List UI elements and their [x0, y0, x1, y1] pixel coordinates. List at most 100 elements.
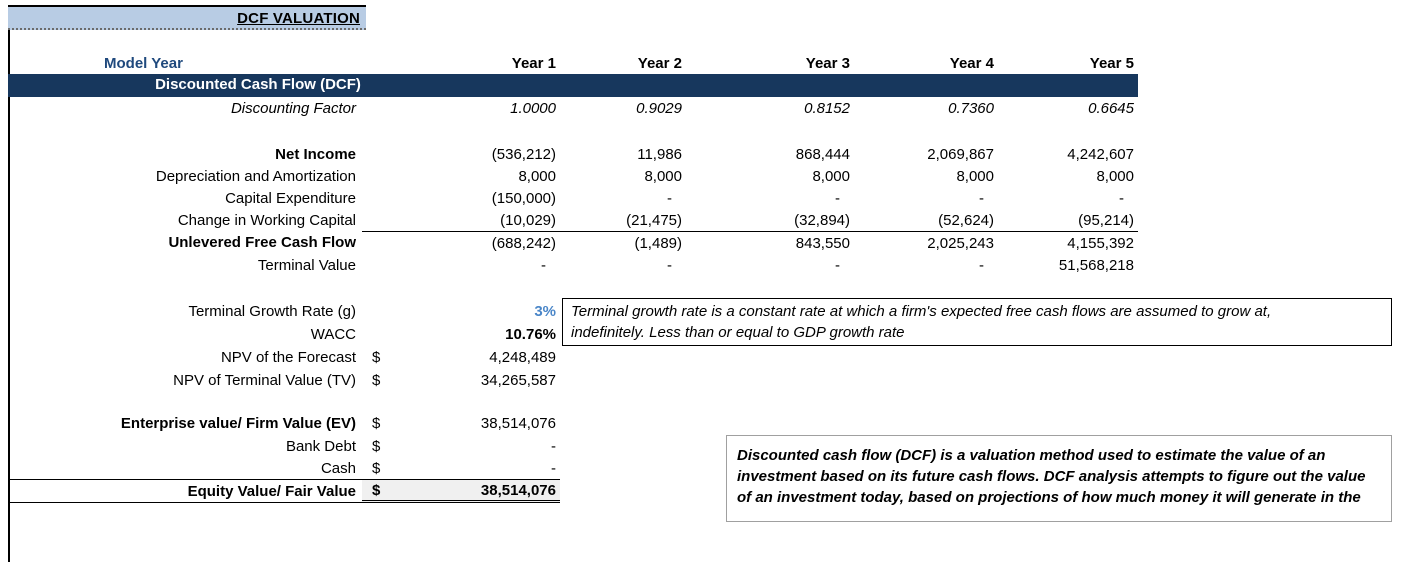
valuation-summary: Terminal Growth Rate (g) 3% WACC 10.76% … [8, 300, 560, 503]
cell-terminal-value-y4[interactable]: - [979, 257, 984, 274]
row-label-terminal-value: Terminal Value [257, 257, 356, 274]
row-label-bank-debt: Bank Debt [285, 437, 356, 455]
cell-net-income-y2[interactable]: 11,986 [637, 145, 682, 163]
cell-net-income-y1[interactable]: (536,212) [491, 145, 556, 163]
cell-npv-forecast[interactable]: 4,248,489 [489, 349, 556, 366]
cell-discounting-factor-y4[interactable]: 0.7360 [948, 99, 994, 117]
cell-working-capital-y4[interactable]: (52,624) [938, 211, 994, 229]
table-row-depreciation: Depreciation and Amortization 8,000 8,00… [8, 165, 1138, 187]
cell-discounting-factor-y5[interactable]: 0.6645 [1088, 99, 1134, 117]
table-row-net-income: Net Income (536,212) 11,986 868,444 2,06… [8, 143, 1138, 165]
dcf-note-line3: of an investment today, based on project… [737, 489, 1361, 506]
table-row-capex: Capital Expenditure (150,000) - - - - [8, 187, 1138, 209]
currency-npv-terminal: $ [372, 372, 381, 389]
summary-row-wacc: WACC 10.76% [8, 323, 560, 346]
summary-row-equity-value: Equity Value/ Fair Value $ 38,514,076 [8, 479, 560, 503]
cell-working-capital-y2[interactable]: (21,475) [626, 211, 682, 229]
cell-bank-debt[interactable]: - [551, 437, 556, 455]
dcf-note-line1: Discounted cash flow (DCF) is a valuatio… [737, 447, 1326, 464]
currency-enterprise-value: $ [372, 415, 381, 432]
cell-terminal-value-y1[interactable]: - [541, 257, 546, 274]
row-label-wacc: WACC [310, 326, 356, 343]
cell-depreciation-y3[interactable]: 8,000 [812, 167, 850, 185]
cell-depreciation-y1[interactable]: 8,000 [518, 167, 556, 185]
row-label-discounting-factor: Discounting Factor [230, 99, 356, 117]
cell-depreciation-y5[interactable]: 8,000 [1096, 167, 1134, 185]
cell-capex-y5[interactable]: - [1119, 189, 1124, 207]
row-label-net-income: Net Income [275, 145, 356, 163]
cell-discounting-factor-y2[interactable]: 0.9029 [636, 99, 682, 117]
cell-capex-y4[interactable]: - [979, 189, 984, 207]
year-header-row: Model Year Year 1 Year 2 Year 3 Year 4 Y… [8, 52, 1138, 74]
table-row-terminal-value: Terminal Value - - - - 51,568,218 [8, 254, 1138, 277]
row-label-equity-value: Equity Value/ Fair Value [8, 479, 362, 503]
column-header-year3: Year 3 [805, 54, 850, 72]
cell-ufcf-y1[interactable]: (688,242) [362, 231, 560, 254]
terminal-growth-note-box[interactable]: Terminal growth rate is a constant rate … [562, 298, 1392, 346]
row-label-capex: Capital Expenditure [225, 189, 356, 207]
column-header-year2: Year 2 [637, 54, 682, 72]
cell-capex-y2[interactable]: - [667, 189, 672, 207]
cell-depreciation-y2[interactable]: 8,000 [644, 167, 682, 185]
terminal-growth-note-line1: Terminal growth rate is a constant rate … [571, 303, 1272, 320]
cell-equity-value[interactable]: 38,514,076 [392, 479, 560, 503]
sheet-title: DCF VALUATION [237, 10, 360, 27]
currency-npv-forecast: $ [372, 349, 381, 366]
row-label-depreciation: Depreciation and Amortization [155, 167, 356, 185]
dcf-note-line2: investment based on its future cash flow… [737, 468, 1366, 485]
row-label-npv-terminal: NPV of Terminal Value (TV) [173, 372, 356, 389]
spacer-row [8, 119, 1138, 143]
terminal-growth-note-line2: indefinitely. Less than or equal to GDP … [571, 324, 905, 341]
column-header-year1: Year 1 [511, 54, 556, 72]
cell-cash[interactable]: - [551, 459, 556, 477]
cell-terminal-value-y5[interactable]: 51,568,218 [1058, 257, 1134, 274]
summary-row-bank-debt: Bank Debt $ - [8, 435, 560, 457]
row-label-npv-forecast: NPV of the Forecast [220, 349, 356, 366]
cell-depreciation-y4[interactable]: 8,000 [956, 167, 994, 185]
cashflow-table: Model Year Year 1 Year 2 Year 3 Year 4 Y… [8, 52, 1138, 277]
summary-row-npv-terminal: NPV of Terminal Value (TV) $ 34,265,587 [8, 369, 560, 392]
row-label-cash: Cash [320, 459, 356, 477]
summary-row-terminal-growth: Terminal Growth Rate (g) 3% [8, 300, 560, 323]
table-row-ufcf: Unlevered Free Cash Flow (688,242) (1,48… [8, 231, 1138, 254]
cell-npv-terminal[interactable]: 34,265,587 [480, 372, 556, 389]
cell-ufcf-y4[interactable]: 2,025,243 [854, 231, 998, 254]
section-banner-label: Discounted Cash Flow (DCF) [155, 76, 361, 93]
row-label-terminal-growth: Terminal Growth Rate (g) [188, 303, 356, 320]
currency-equity-value: $ [362, 479, 392, 503]
sheet-title-banner: DCF VALUATION [8, 5, 366, 30]
cell-working-capital-y5[interactable]: (95,214) [1078, 211, 1134, 229]
spacer-row [8, 392, 560, 412]
cell-net-income-y5[interactable]: 4,242,607 [1067, 145, 1134, 163]
cell-discounting-factor-y3[interactable]: 0.8152 [804, 99, 850, 117]
summary-row-enterprise-value: Enterprise value/ Firm Value (EV) $ 38,5… [8, 412, 560, 435]
row-label-enterprise-value: Enterprise value/ Firm Value (EV) [120, 415, 356, 432]
currency-cash: $ [372, 459, 381, 477]
section-banner: Discounted Cash Flow (DCF) [8, 74, 1138, 97]
cell-net-income-y3[interactable]: 868,444 [795, 145, 850, 163]
cell-terminal-growth-rate[interactable]: 3% [534, 303, 556, 320]
cell-terminal-value-y2[interactable]: - [667, 257, 672, 274]
column-header-year5: Year 5 [1089, 54, 1134, 72]
cell-wacc[interactable]: 10.76% [505, 326, 556, 343]
cell-enterprise-value[interactable]: 38,514,076 [480, 415, 556, 432]
cell-capex-y1[interactable]: (150,000) [491, 189, 556, 207]
column-header-year4: Year 4 [949, 54, 994, 72]
dcf-definition-note-box[interactable]: Discounted cash flow (DCF) is a valuatio… [726, 435, 1392, 522]
row-label-working-capital: Change in Working Capital [177, 211, 356, 229]
summary-row-cash: Cash $ - [8, 457, 560, 479]
cell-ufcf-y5[interactable]: 4,155,392 [998, 231, 1138, 254]
cell-capex-y3[interactable]: - [835, 189, 840, 207]
cell-net-income-y4[interactable]: 2,069,867 [927, 145, 994, 163]
cell-ufcf-y3[interactable]: 843,550 [686, 231, 854, 254]
cell-working-capital-y1[interactable]: (10,029) [500, 211, 556, 229]
row-label-ufcf: Unlevered Free Cash Flow [168, 234, 356, 251]
table-row-discounting-factor: Discounting Factor 1.0000 0.9029 0.8152 … [8, 97, 1138, 119]
cell-ufcf-y2[interactable]: (1,489) [560, 231, 686, 254]
cell-terminal-value-y3[interactable]: - [835, 257, 840, 274]
model-year-label: Model Year [104, 54, 183, 72]
cell-working-capital-y3[interactable]: (32,894) [794, 211, 850, 229]
cell-discounting-factor-y1[interactable]: 1.0000 [510, 99, 556, 117]
sheet-left-border [8, 5, 10, 562]
